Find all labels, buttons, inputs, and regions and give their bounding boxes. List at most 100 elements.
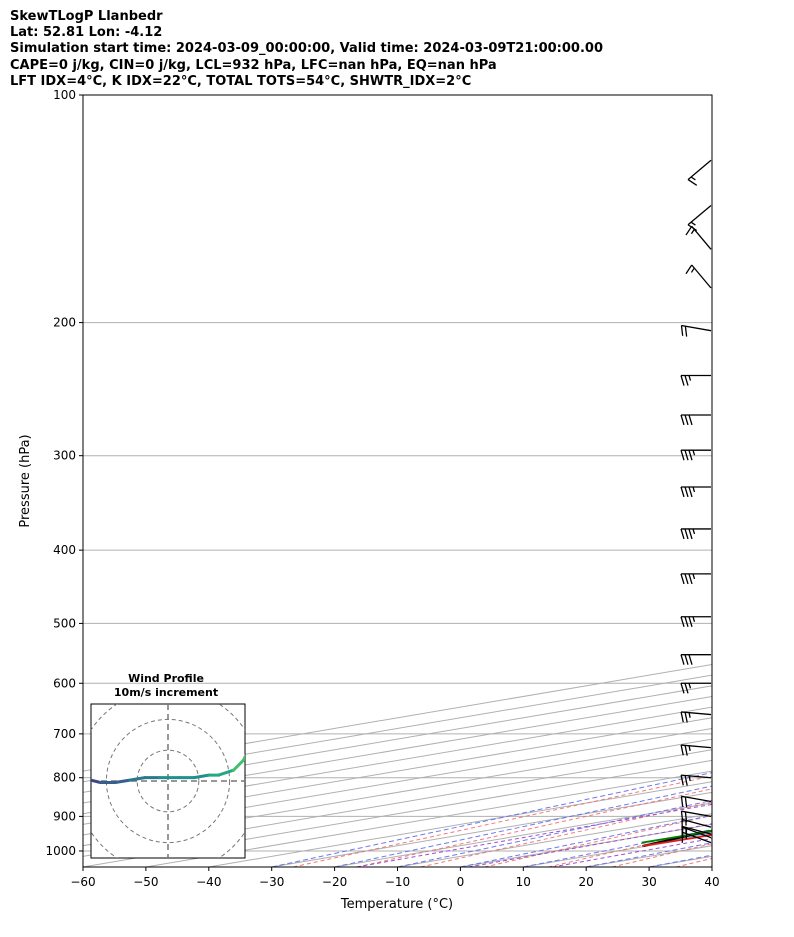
title-line-location: Lat: 52.81 Lon: -4.12 (10, 25, 163, 41)
wind-barb (685, 225, 712, 250)
hodograph-trace-segment (253, 731, 256, 741)
wind-barb-flag (680, 486, 685, 498)
title-line-indices: LFT IDX=4°C, K IDX=22°C, TOTAL TOTS=54°C… (10, 73, 472, 89)
y-tick-label: 800 (53, 771, 76, 785)
x-tick-label: 30 (641, 875, 656, 889)
isotherm-gridline (271, 791, 712, 867)
moist-adiabat (523, 829, 712, 867)
wind-barb-flag (684, 414, 689, 426)
wind-barb-half-flag (692, 449, 696, 456)
y-tick-label: 900 (53, 809, 76, 823)
hodograph-title: Wind Profile (128, 672, 204, 685)
mixing-ratio-line (468, 823, 712, 867)
wind-barb-staff (682, 826, 712, 839)
wind-barb-half-flag (692, 486, 696, 493)
hodograph-ring (136, 749, 200, 813)
dewpoint-line (641, 829, 712, 844)
wind-barb-flag (680, 616, 685, 627)
moist-adiabat (397, 799, 712, 867)
moist-adiabat (334, 785, 712, 867)
isotherm-gridline (83, 717, 712, 825)
wind-barb-flag (684, 775, 688, 786)
isotherm-gridline (83, 706, 712, 815)
wind-barb-flag (688, 528, 693, 540)
parcel-profile-line (643, 829, 712, 848)
wind-barb-staff (681, 324, 712, 332)
isotherm-gridline (586, 845, 712, 867)
x-tick-label: 20 (579, 875, 594, 889)
hodograph-trace-segment (256, 714, 258, 721)
wind-barb-staff (681, 744, 712, 749)
dry-adiabat (356, 788, 712, 867)
wind-barb (680, 616, 711, 627)
wind-barb-half-flag (692, 573, 696, 580)
wind-barb-half-flag (688, 775, 691, 782)
wind-barb (680, 810, 712, 823)
wind-barb-flag (688, 573, 693, 585)
y-axis-label: Pressure (hPa) (18, 434, 33, 527)
dry-adiabat (675, 857, 712, 867)
isotherm-gridline (83, 695, 712, 804)
y-tick-label: 300 (53, 449, 76, 463)
wind-barb-flag (680, 683, 685, 694)
wind-barb (680, 414, 711, 426)
wind-barb (680, 374, 711, 386)
title-line-station: SkewTLogP Llanbedr (10, 9, 163, 24)
isotherm-gridline (523, 834, 712, 867)
x-tick-label: −50 (133, 875, 158, 889)
wind-barb-flag (680, 573, 685, 585)
hodograph-trace-segment (241, 753, 245, 762)
wind-barb-flag (680, 414, 685, 426)
wind-barb-flag (684, 449, 689, 461)
x-tick-label: 10 (516, 875, 531, 889)
wind-barb-flag (684, 683, 689, 694)
wind-barb (680, 486, 711, 498)
isotherm-gridline (83, 674, 712, 783)
isotherm-gridline (83, 685, 712, 793)
dry-adiabat (740, 95, 794, 867)
wind-barb (680, 573, 711, 585)
isotherm-gridline (711, 866, 712, 867)
wind-barb (687, 159, 712, 186)
hodograph-plot (91, 704, 258, 858)
moist-adiabat (460, 814, 712, 867)
x-tick-label: 40 (704, 875, 719, 889)
wind-barb-staff (687, 204, 712, 226)
wind-barb-flag (685, 264, 693, 275)
wind-barb-flag (680, 654, 685, 665)
wind-barb-flag (680, 325, 684, 336)
wind-barb-half-flag (690, 267, 695, 273)
wind-barb (680, 528, 711, 540)
wind-barb-staff (691, 264, 712, 289)
y-tick-label: 600 (53, 676, 76, 690)
wind-barb-flag (684, 712, 688, 723)
title-line-times: Simulation start time: 2024-03-09_00:00:… (10, 41, 603, 57)
x-tick-label: −30 (259, 875, 284, 889)
wind-barb-flag (684, 811, 688, 823)
wind-barb-half-flag (690, 221, 696, 226)
wind-barb-flag (684, 528, 689, 540)
wind-barb-staff (681, 711, 712, 716)
wind-barb-flag (680, 528, 685, 540)
wind-barb-flag (684, 486, 689, 498)
dry-adiabat (420, 801, 712, 867)
wind-barb-flag (684, 796, 688, 808)
mixing-ratio-line (356, 803, 712, 867)
dry-adiabat (293, 775, 712, 867)
x-axis-label: Temperature (°C) (340, 897, 453, 912)
wind-barb (687, 204, 712, 232)
x-tick-label: −10 (385, 875, 410, 889)
wind-barb-flag (684, 616, 689, 627)
wind-barb-flag (680, 375, 685, 386)
moist-adiabat (586, 842, 712, 867)
wind-barb-half-flag (688, 745, 691, 751)
wind-barb-flag (684, 573, 689, 585)
wind-barb-half-flag (688, 683, 692, 689)
temperature-line (641, 833, 712, 847)
wind-barb (685, 264, 712, 289)
isotherm-gridline (460, 823, 712, 867)
wind-barb (680, 744, 712, 756)
wind-barb-half-flag (688, 375, 692, 381)
moist-adiabat (271, 772, 712, 867)
